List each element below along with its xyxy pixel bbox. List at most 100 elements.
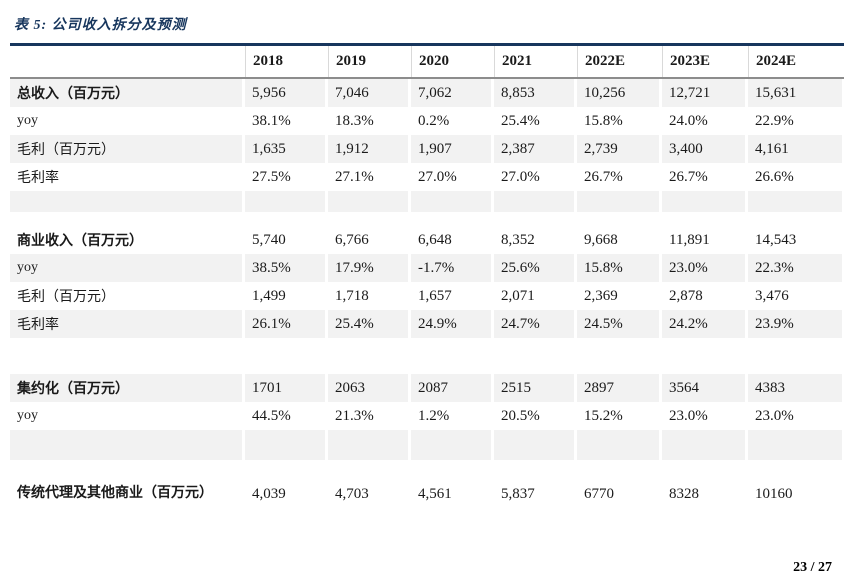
value-cell: 8,853 xyxy=(494,79,574,107)
spacer-cell xyxy=(577,338,659,374)
header-cell-year: 2019 xyxy=(328,46,408,77)
spacer-cell xyxy=(662,430,745,460)
spacer-cell xyxy=(494,460,574,468)
spacer-cell xyxy=(662,338,745,374)
header-cell-year: 2018 xyxy=(245,46,325,77)
header-cell-year: 2024E xyxy=(748,46,842,77)
spacer-cell xyxy=(662,460,745,468)
spacer-cell xyxy=(328,212,408,226)
table-body: 总收入（百万元） 5,956 7,046 7,062 8,853 10,256 12,721… xyxy=(10,79,844,520)
row-label: 毛利率 xyxy=(17,171,59,186)
spacer-cell xyxy=(494,430,574,460)
table-row: 毛利率 27.5% 27.1% 27.0% 27.0% 26.7% 26.7% 26.6% xyxy=(10,163,844,191)
spacer-cell xyxy=(328,460,408,468)
value-cell: 1,657 xyxy=(418,287,452,304)
row-label: 总收入（百万元） xyxy=(10,79,242,107)
value-cell: 4383 xyxy=(748,374,842,402)
row-label: yoy xyxy=(17,113,38,128)
value-cell: 3,400 xyxy=(662,135,745,163)
value-cell: 2897 xyxy=(577,374,659,402)
value-cell: 9,668 xyxy=(584,231,618,248)
revenue-forecast-table: 2018 2019 2020 2021 2022E 2023E 2024E 总收… xyxy=(10,46,844,520)
value-cell: 10,256 xyxy=(577,79,659,107)
value-cell: 25.6% xyxy=(494,254,574,282)
row-label: 集约化（百万元） xyxy=(10,374,242,402)
value-cell: 5,837 xyxy=(501,485,535,502)
value-cell: 1,718 xyxy=(335,287,369,304)
value-cell: 23.9% xyxy=(748,310,842,338)
row-label: 传统代理及其他商业（百万元） xyxy=(17,486,213,502)
value-cell: 27.1% xyxy=(335,168,374,185)
value-cell: -1.7% xyxy=(411,254,491,282)
row-label: 商业收入（百万元） xyxy=(17,234,143,249)
spacer-cell xyxy=(494,338,574,374)
table-row: 毛利（百万元） 1,635 1,912 1,907 2,387 2,739 3,400 4,1… xyxy=(10,135,844,163)
spacer-cell xyxy=(577,460,659,468)
value-cell: 23.0% xyxy=(662,254,745,282)
table-row: 商业收入（百万元） 5,740 6,766 6,648 8,352 9,668 11,891… xyxy=(10,226,844,254)
value-cell: 26.6% xyxy=(755,168,794,185)
value-cell: 4,561 xyxy=(418,485,452,502)
page-number: 23 / 27 xyxy=(793,560,832,575)
header-cell-year: 2023E xyxy=(662,46,745,77)
value-cell: 15,631 xyxy=(748,79,842,107)
value-cell: 27.5% xyxy=(252,168,291,185)
spacer-row xyxy=(10,430,844,460)
value-cell: 27.0% xyxy=(418,168,457,185)
value-cell: 2063 xyxy=(328,374,408,402)
header-cell-year: 2020 xyxy=(411,46,491,77)
spacer-cell xyxy=(328,338,408,374)
value-cell: 3564 xyxy=(662,374,745,402)
header-cell-year: 2022E xyxy=(577,46,659,77)
value-cell: 1701 xyxy=(245,374,325,402)
spacer-cell xyxy=(328,430,408,460)
value-cell: 10160 xyxy=(755,485,793,502)
value-cell: 38.1% xyxy=(252,112,291,129)
value-cell: 3,476 xyxy=(755,287,789,304)
value-cell: 5,956 xyxy=(245,79,325,107)
spacer-cell xyxy=(245,212,325,226)
spacer-cell xyxy=(10,191,242,212)
value-cell: 24.9% xyxy=(411,310,491,338)
table-row: 总收入（百万元） 5,956 7,046 7,062 8,853 10,256 12,721… xyxy=(10,79,844,107)
row-label: yoy xyxy=(10,254,242,282)
spacer-row xyxy=(10,460,844,468)
value-cell: 2,739 xyxy=(577,135,659,163)
value-cell: 15.2% xyxy=(584,407,623,424)
value-cell: 0.2% xyxy=(418,112,450,129)
value-cell: 2,071 xyxy=(501,287,535,304)
spacer-cell xyxy=(748,338,842,374)
spacer-cell xyxy=(577,212,659,226)
value-cell: 1,499 xyxy=(252,287,286,304)
spacer-cell xyxy=(411,212,491,226)
value-cell: 26.7% xyxy=(584,168,623,185)
table-row: 集约化（百万元） 1701 2063 2087 2515 2897 3564 4383 xyxy=(10,374,844,402)
row-label: yoy xyxy=(17,408,38,423)
value-cell: 24.7% xyxy=(494,310,574,338)
value-cell: 4,703 xyxy=(335,485,369,502)
value-cell: 4,161 xyxy=(748,135,842,163)
value-cell: 4,039 xyxy=(252,485,286,502)
value-cell: 20.5% xyxy=(501,407,540,424)
spacer-cell xyxy=(577,191,659,212)
value-cell: 2,878 xyxy=(669,287,703,304)
title-rule xyxy=(10,43,844,46)
spacer-row xyxy=(10,212,844,226)
spacer-row xyxy=(10,338,844,374)
value-cell: 22.3% xyxy=(748,254,842,282)
table-row: yoy 38.1% 18.3% 0.2% 25.4% 15.8% 24.0% 22.9% xyxy=(10,107,844,135)
value-cell: 2,387 xyxy=(494,135,574,163)
spacer-cell xyxy=(10,338,242,374)
value-cell: 11,891 xyxy=(669,231,710,248)
value-cell: 24.5% xyxy=(577,310,659,338)
table-title: 表 5: 公司收入拆分及预测 xyxy=(14,18,187,33)
row-label: 毛利（百万元） xyxy=(17,290,115,305)
value-cell: 8328 xyxy=(669,485,699,502)
spacer-cell xyxy=(748,191,842,212)
value-cell: 25.4% xyxy=(328,310,408,338)
spacer-cell xyxy=(245,430,325,460)
value-cell: 1,907 xyxy=(411,135,491,163)
value-cell: 6770 xyxy=(584,485,614,502)
spacer-cell xyxy=(662,212,745,226)
